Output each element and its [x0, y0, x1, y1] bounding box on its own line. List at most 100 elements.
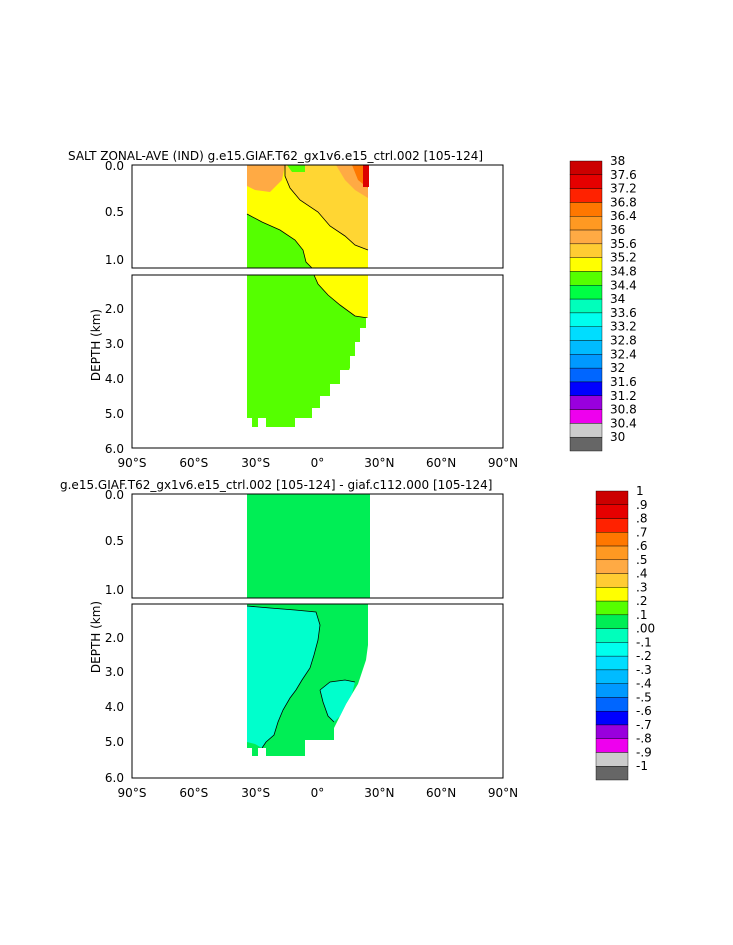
colorbar-swatch	[569, 229, 603, 245]
colorbar-label: -.9	[636, 745, 652, 759]
colorbar-label: -.5	[636, 690, 652, 704]
y-tick-label: 0.0	[105, 159, 124, 173]
colorbar-swatch	[595, 642, 629, 657]
colorbar-label: -.7	[636, 718, 652, 732]
y-tick-label: 0.5	[105, 534, 124, 548]
y-tick-label: 6.0	[105, 442, 124, 456]
y-tick-label: 1.0	[105, 253, 124, 267]
colorbar-label: 33.6	[610, 306, 637, 320]
panel-2-field-lower	[246, 604, 368, 760]
colorbar-label: -.8	[636, 732, 652, 746]
region-green-deep-upper	[247, 214, 312, 268]
colorbar-label: 35.6	[610, 237, 637, 251]
y-tick-label: 5.0	[105, 735, 124, 749]
bathymetry-steps	[247, 318, 368, 430]
x-tick-label: 30°S	[241, 456, 270, 470]
colorbar-label: 34.8	[610, 264, 637, 278]
colorbar-swatch	[595, 752, 629, 767]
colorbar-swatch	[595, 545, 629, 561]
x-tick-label: 30°S	[241, 786, 270, 800]
contour-upper	[246, 165, 369, 269]
colorbar-label: .8	[636, 512, 647, 526]
colorbar-label: 35.2	[610, 251, 637, 265]
region-green-surface	[287, 165, 305, 172]
colorbar-label: .5	[636, 553, 647, 567]
x-tick-label: 30°N	[364, 456, 394, 470]
colorbar-label: 30	[610, 430, 625, 444]
panel-1-colorbar: 3837.637.236.836.43635.635.234.834.43433…	[569, 154, 637, 452]
colorbar-label: .6	[636, 539, 647, 553]
panel-1-field-lower	[247, 274, 369, 430]
colorbar-swatch	[569, 395, 603, 410]
x-tick-label: 60°N	[426, 786, 456, 800]
colorbar-swatch	[595, 559, 629, 574]
colorbar-swatch	[595, 504, 629, 519]
colorbar-swatch	[569, 174, 603, 189]
colorbar-swatch	[595, 766, 629, 781]
colorbar-label: -1	[636, 759, 648, 773]
colorbar-swatch	[569, 381, 603, 396]
x-tick-label: 90°S	[118, 786, 147, 800]
region-diff-negative	[247, 606, 320, 748]
colorbar-label: 37.2	[610, 182, 637, 196]
x-tick-label: 60°S	[179, 786, 208, 800]
colorbar-swatch	[569, 326, 603, 341]
colorbar-swatch	[595, 600, 629, 616]
x-tick-label: 90°N	[488, 786, 518, 800]
panel-2-frame-upper	[131, 493, 504, 599]
panel-2-y-axis: 0.0 0.5 1.0 2.0 3.0 4.0 5.0 6.0 DEPTH (k…	[89, 488, 124, 785]
colorbar-label: .3	[636, 580, 647, 594]
panel-2-title: g.e15.GIAF.T62_gx1v6.e15_ctrl.002 [105-1…	[60, 478, 492, 492]
colorbar-swatch	[569, 354, 603, 369]
colorbar-label: 32.8	[610, 334, 637, 348]
contour-lower	[313, 274, 369, 319]
colorbar-label: 36.4	[610, 209, 637, 223]
region-yellow-lower	[314, 275, 368, 318]
colorbar-label: -.4	[636, 677, 652, 691]
colorbar-label: -.3	[636, 663, 652, 677]
colorbar-label: 36	[610, 223, 625, 237]
panel-1-field-upper	[246, 165, 369, 269]
y-tick-label: 4.0	[105, 372, 124, 386]
colorbar-swatch	[569, 423, 603, 438]
y-tick-label: 3.0	[105, 337, 124, 351]
colorbar-swatch	[569, 202, 603, 217]
region-salinity-gold	[285, 165, 368, 250]
colorbar-swatch	[595, 573, 629, 588]
colorbar-label: 37.6	[610, 168, 637, 182]
colorbar-label: 34.4	[610, 278, 637, 292]
panel-1-frame-upper	[131, 164, 504, 269]
colorbar-swatch	[569, 298, 603, 314]
colorbar-swatch	[595, 724, 629, 739]
colorbar-swatch	[569, 436, 603, 452]
colorbar-swatch	[595, 614, 629, 629]
colorbar-swatch	[595, 683, 629, 698]
colorbar-label: .7	[636, 525, 647, 539]
y-tick-label: 5.0	[105, 407, 124, 421]
colorbar-swatch	[569, 340, 603, 355]
colorbar-swatch	[569, 367, 603, 383]
colorbar-label: -.2	[636, 649, 652, 663]
colorbar-label: 34	[610, 292, 625, 306]
colorbar-swatch	[595, 655, 629, 671]
colorbar-swatch	[595, 669, 629, 684]
colorbar-label: 30.8	[610, 403, 637, 417]
colorbar-swatch	[569, 216, 603, 231]
x-tick-label: 30°N	[364, 786, 394, 800]
colorbar-swatch	[569, 312, 603, 327]
colorbar-swatch	[569, 188, 603, 203]
y-tick-label: 3.0	[105, 665, 124, 679]
y-tick-label: 2.0	[105, 302, 124, 316]
colorbar-swatch	[569, 257, 603, 272]
colorbar-swatch	[595, 490, 629, 505]
panel-1-x-axis: 90°S 60°S 30°S 0° 30°N 60°N 90°N	[118, 456, 519, 470]
x-tick-label: 60°N	[426, 456, 456, 470]
colorbar-label: 33.2	[610, 320, 637, 334]
bathymetry-steps-2	[247, 660, 368, 760]
x-tick-label: 60°S	[179, 456, 208, 470]
region-salinity-red	[363, 165, 369, 187]
panel-2-frame-lower	[131, 603, 504, 779]
colorbar-label: .1	[636, 608, 647, 622]
y-tick-label: 2.0	[105, 631, 124, 645]
